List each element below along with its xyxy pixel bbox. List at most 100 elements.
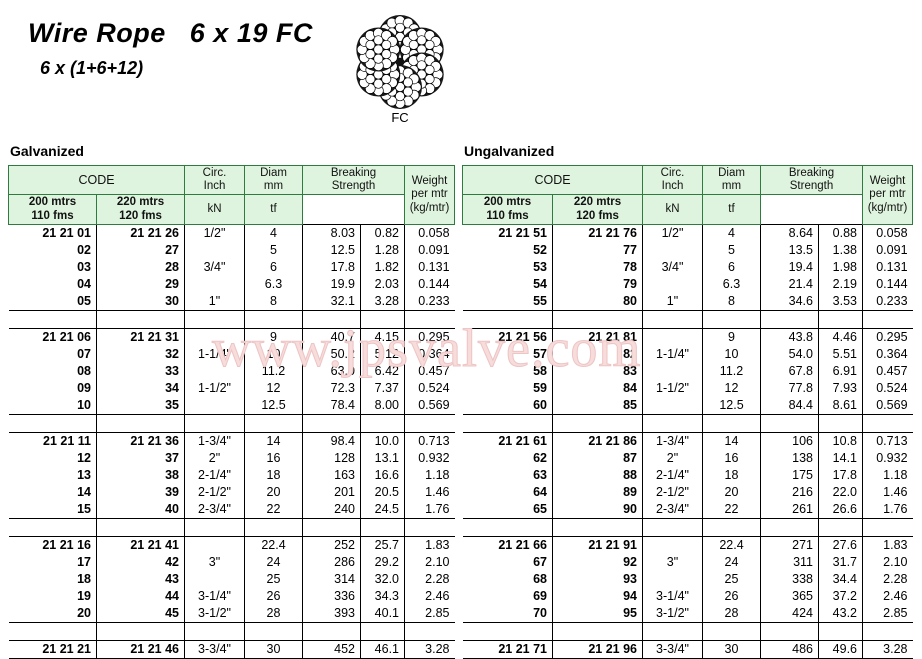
code-b-line2: 120 fms [576,209,619,222]
cell-code-220: 28 [96,258,185,276]
cell-diam-mm: 4 [244,223,303,242]
cell-diam-mm: 25 [244,570,303,588]
block-separator [462,310,913,329]
cell-breaking-kn: 336 [302,587,361,605]
cell-weight: 0.457 [862,362,913,380]
cell-circ-inch: 1-1/4" [184,345,245,363]
cell-breaking-kn: 138 [760,449,819,467]
cell-weight: 1.46 [404,483,455,501]
galvanized-section: Galvanized CODE Circ. Inch Diam mm Break… [8,143,456,659]
cell-code-200: 68 [462,570,553,588]
weight-line1: Weight [411,175,448,188]
cell-circ-inch: 2-1/4" [642,466,703,484]
cell-breaking-kn: 365 [760,587,819,605]
cell-breaking-tf: 7.37 [359,379,406,397]
col-header-weight: Weight per mtr (kg/mtr) [862,165,914,225]
cell-breaking-kn: 72.3 [302,379,361,397]
cell-breaking-kn: 77.8 [760,379,819,397]
breaking-line1: Breaking [788,167,835,179]
cell-breaking-tf: 3.53 [817,292,864,311]
cell-circ-inch: 3-1/2" [184,604,245,623]
cell-breaking-tf: 37.2 [817,587,864,605]
cell-circ-inch [184,396,245,415]
cell-diam-mm: 18 [702,466,761,484]
table-row: 21 21 06 21 21 31 9 40.7 4.15 0.295 [8,327,455,346]
cell-code-200: 21 21 66 [462,535,553,554]
block-separator-cell [404,518,455,537]
table-row: 53 78 3/4" 6 19.4 1.98 0.131 [462,258,913,276]
cell-circ-inch: 1/2" [184,223,245,242]
cell-diam-mm: 20 [702,483,761,501]
table-row: 03 28 3/4" 6 17.8 1.82 0.131 [8,258,455,276]
page-subtitle: 6 x (1+6+12) [40,58,144,78]
cell-weight: 2.46 [404,587,455,605]
table-row: 21 21 11 21 21 36 1-3/4" 14 98.4 10.0 0.713 [8,431,455,450]
block-separator-cell [302,310,361,329]
code-a-line2: 110 fms [31,209,74,222]
block-separator-cell [552,622,643,641]
block-separator-cell [817,518,864,537]
block-separator-cell [462,310,553,329]
block-separator-cell [96,310,185,329]
cell-circ-inch [642,241,703,259]
cell-diam-mm: 4 [702,223,761,242]
cell-code-220: 37 [96,449,185,467]
block-separator-cell [862,310,913,329]
col-header-code: CODE [462,164,643,196]
cell-circ-inch: 3-3/4" [642,639,703,659]
col-header-circ: Circ. Inch [184,164,245,196]
cell-weight: 2.10 [404,553,455,571]
cell-code-220: 89 [552,483,643,501]
table-row: 08 33 11.2 63.0 6.42 0.457 [8,362,455,380]
cell-breaking-kn: 21.4 [760,275,819,293]
col-header-circ: Circ. Inch [642,164,703,196]
cell-diam-mm: 25 [702,570,761,588]
cell-weight: 0.457 [404,362,455,380]
block-separator-cell [184,622,245,641]
cell-code-220: 39 [96,483,185,501]
table-row: 55 80 1" 8 34.6 3.53 0.233 [462,292,913,311]
cell-code-200: 02 [8,241,97,259]
cell-code-220: 92 [552,553,643,571]
col-header-code-220: 220 mtrs 120 fms [552,194,643,225]
cell-circ-inch: 2-3/4" [184,500,245,519]
cell-diam-mm: 5 [702,241,761,259]
cell-breaking-tf: 10.0 [359,431,406,450]
cell-code-200: 62 [462,449,553,467]
cell-circ-inch [642,327,703,346]
cell-code-200: 10 [8,396,97,415]
cell-diam-mm: 30 [244,639,303,659]
ungalvanized-section-title: Ungalvanized [464,143,555,159]
cell-circ-inch [184,535,245,554]
cell-diam-mm: 16 [244,449,303,467]
table-row: 17 42 3" 24 286 29.2 2.10 [8,553,455,571]
cell-breaking-kn: 84.4 [760,396,819,415]
block-separator [8,414,455,433]
cell-breaking-kn: 314 [302,570,361,588]
col-header-kn: kN [184,194,245,225]
diam-line1: Diam [260,167,287,179]
cell-circ-inch: 2-1/2" [642,483,703,501]
cell-circ-inch [642,275,703,293]
cell-weight: 1.83 [404,535,455,554]
cell-circ-inch: 2-1/2" [184,483,245,501]
galvanized-spec-table: CODE Circ. Inch Diam mm Breaking Strengt… [8,164,456,659]
col-header-tf: tf [702,194,761,225]
block-separator-cell [817,622,864,641]
cell-circ-inch: 1-1/2" [184,379,245,397]
block-separator-cell [96,414,185,433]
block-separator-cell [184,414,245,433]
cell-weight: 1.18 [404,466,455,484]
cell-diam-mm: 8 [244,292,303,311]
cell-breaking-tf: 5.51 [817,345,864,363]
cell-diam-mm: 11.2 [244,362,303,380]
wire-rope-diagram-icon [356,15,444,109]
cell-breaking-tf: 3.28 [359,292,406,311]
cell-weight: 0.524 [862,379,913,397]
cell-breaking-tf: 24.5 [359,500,406,519]
cell-circ-inch [184,570,245,588]
table-row: 02 27 5 12.5 1.28 0.091 [8,241,455,259]
block-separator-cell [817,310,864,329]
diam-line1: Diam [718,167,745,179]
circ-line1: Circ. [202,167,227,179]
